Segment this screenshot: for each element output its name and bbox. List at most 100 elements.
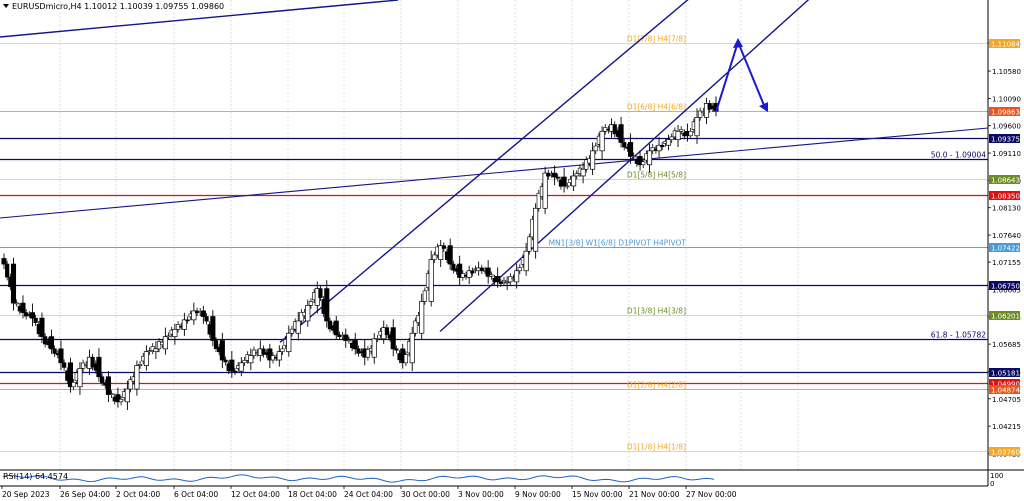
candle-body <box>14 302 19 305</box>
candle-body <box>289 328 295 334</box>
trend-line-long <box>0 127 989 219</box>
candle-body <box>346 339 352 342</box>
price-tick-label: 1.06665 <box>992 286 1021 294</box>
price-tag <box>989 447 1020 456</box>
price-tag <box>989 191 1020 200</box>
candle-body <box>308 301 314 306</box>
candle-body <box>147 350 152 353</box>
price-tick-label: 1.04215 <box>992 423 1021 431</box>
level-label: D1[1/8] H4[1/8] <box>627 443 686 452</box>
price-tag <box>989 175 1020 184</box>
price-tag-label: 1.08350 <box>991 193 1020 201</box>
price-tick-label: 1.09110 <box>992 150 1021 158</box>
candle-body <box>356 348 361 354</box>
candle-body <box>185 319 190 322</box>
time-label: 12 Oct 04:00 <box>231 490 280 499</box>
price-tag <box>989 134 1020 143</box>
candle-body <box>1 258 7 265</box>
candles <box>1 96 719 410</box>
candle-body <box>447 245 453 265</box>
symbol-menu-icon[interactable] <box>3 4 9 8</box>
candle-body <box>413 320 418 334</box>
candle-body <box>29 312 36 319</box>
time-label: 30 Oct 00:00 <box>401 490 450 499</box>
candle-body <box>641 161 646 166</box>
candle-body <box>327 320 333 330</box>
candle-body <box>77 368 83 388</box>
candle-body <box>43 336 48 345</box>
time-label: 27 Nov 00:00 <box>686 490 737 499</box>
candle-body <box>501 279 507 283</box>
candle-body <box>656 144 662 152</box>
forecast-arrows <box>715 38 768 113</box>
candle-body <box>419 301 425 334</box>
rsi-scale-top: 100 <box>990 472 1003 480</box>
candle-body <box>669 136 674 140</box>
candle-body <box>533 207 539 252</box>
candle-body <box>628 142 634 157</box>
channel-upper-line <box>279 0 689 343</box>
candle-body <box>58 348 64 364</box>
candle-body <box>162 336 168 350</box>
candle-body <box>156 341 162 350</box>
candle-body <box>172 328 178 337</box>
candle-body <box>33 317 38 323</box>
candle-body <box>261 348 266 355</box>
candle-body <box>489 274 494 277</box>
candle-body <box>365 349 371 358</box>
candle-body <box>352 340 358 350</box>
price-tag-label: 1.06750 <box>991 283 1020 291</box>
price-tag-label: 1.08643 <box>991 177 1020 185</box>
price-tick-label: 1.10580 <box>992 68 1021 76</box>
candle-body <box>703 103 710 118</box>
time-axis-labels[interactable]: 20 Sep 2023 26 Sep 04:00 2 Oct 04:00 6 Oct … <box>1 486 737 499</box>
candle-body <box>466 270 472 278</box>
candle-body <box>698 110 703 118</box>
candle-body <box>118 398 124 403</box>
candle-body <box>90 356 95 368</box>
candle-body <box>580 168 586 177</box>
candle-body <box>242 360 247 364</box>
candle-body <box>441 245 446 249</box>
time-label: 3 Nov 00:00 <box>458 490 504 499</box>
price-tag-label: 1.06201 <box>991 313 1020 321</box>
candle-body <box>229 359 235 372</box>
trend-line-top <box>0 0 399 38</box>
time-label: 15 Nov 00:00 <box>572 490 623 499</box>
price-tag-label: 1.07422 <box>991 245 1020 253</box>
candle-body <box>390 327 396 350</box>
candle-body <box>432 254 437 260</box>
candle-body <box>280 348 285 352</box>
candle-body <box>451 263 456 271</box>
trend-lines <box>0 0 989 343</box>
candle-body <box>485 267 491 277</box>
candle-body <box>295 320 301 334</box>
candle-body <box>81 362 86 369</box>
candle-body <box>10 263 17 304</box>
candle-body <box>618 124 624 143</box>
candle-body <box>210 316 216 341</box>
candle-body <box>498 281 503 284</box>
candle-body <box>48 336 55 350</box>
candle-body <box>343 334 349 341</box>
candle-body <box>5 263 10 278</box>
price-tag <box>989 243 1020 252</box>
candle-body <box>223 359 228 363</box>
candle-body <box>612 124 617 135</box>
candle-body <box>514 270 520 283</box>
candle-body <box>238 362 244 372</box>
price-tag-label: 1.03760 <box>991 449 1020 457</box>
candle-body <box>688 131 693 137</box>
price-tag-label: 1.11084 <box>991 41 1020 49</box>
candle-body <box>660 144 665 148</box>
candle-body <box>665 139 672 146</box>
candle-body <box>305 304 311 322</box>
candle-body <box>479 267 484 272</box>
candle-body <box>622 142 627 148</box>
price-tag <box>989 311 1020 320</box>
candle-body <box>153 348 159 352</box>
price-tick-label: 1.05685 <box>992 341 1021 349</box>
price-tag-label: 1.09863 <box>991 109 1020 117</box>
candle-body <box>324 288 330 322</box>
